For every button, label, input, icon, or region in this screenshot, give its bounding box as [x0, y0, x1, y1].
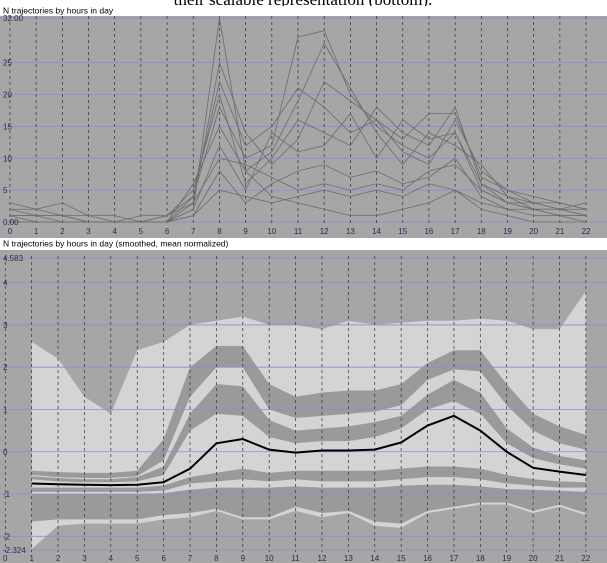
x-tick-label: 17 [449, 554, 458, 563]
x-tick-label: 21 [555, 227, 564, 236]
data-line [31, 414, 587, 487]
x-tick-label: 18 [477, 227, 486, 236]
y-tick-label: 1 [3, 405, 8, 414]
y-tick-label: 0 [3, 448, 8, 457]
x-tick-label: 8 [217, 227, 222, 236]
y-tick-label: 15 [3, 122, 12, 131]
x-tick-label: 14 [370, 554, 379, 563]
x-tick-label: 8 [214, 554, 219, 563]
data-line [9, 157, 587, 223]
band [31, 484, 586, 524]
x-tick-label: 16 [423, 554, 432, 563]
y-tick-label: 10 [3, 154, 12, 163]
caption: their scalable representation (bottom). [174, 0, 433, 9]
y-tick-label: 25 [3, 59, 12, 68]
y-tick-label: 3 [3, 321, 8, 330]
x-tick-label: 21 [555, 554, 564, 563]
x-tick-label: 1 [29, 554, 34, 563]
y-tick-label: 4 [3, 279, 8, 288]
x-tick-label: 7 [188, 554, 193, 563]
x-tick-label: 20 [529, 227, 538, 236]
x-tick-label: 16 [424, 227, 433, 236]
data-line [9, 42, 587, 223]
x-tick-label: 2 [56, 554, 61, 563]
header-strip [0, 6, 607, 16]
x-tick-label: 12 [320, 227, 329, 236]
x-tick-label: 9 [243, 227, 248, 236]
x-tick-label: 11 [294, 227, 303, 236]
x-tick-label: 19 [503, 227, 512, 236]
x-tick-label: 18 [476, 554, 485, 563]
y-tick-label: -2.324 [3, 546, 26, 555]
x-tick-label: 12 [318, 554, 327, 563]
x-tick-label: 13 [346, 227, 355, 236]
x-tick-label: 6 [165, 227, 170, 236]
x-tick-label: 5 [135, 554, 140, 563]
header-strip [0, 238, 607, 250]
x-tick-label: 6 [161, 554, 166, 563]
y-tick-label: 32.00 [3, 14, 24, 23]
x-tick-label: 4 [109, 554, 114, 563]
x-tick-label: 1 [34, 227, 39, 236]
chart-title: N trajectories by hours in day (smoothed… [3, 238, 229, 248]
x-tick-label: 0 [3, 554, 8, 563]
x-tick-label: 22 [581, 554, 590, 563]
y-tick-label: 2 [3, 363, 8, 372]
x-tick-label: 20 [529, 554, 538, 563]
y-tick-label: 5 [3, 186, 8, 195]
x-tick-label: 5 [139, 227, 144, 236]
x-tick-label: 9 [241, 554, 246, 563]
x-tick-label: 4 [112, 227, 117, 236]
y-tick-label: 0.00 [3, 218, 19, 227]
x-tick-label: 3 [86, 227, 91, 236]
data-line [9, 80, 587, 223]
x-tick-label: 0 [8, 227, 13, 236]
y-tick-label: 20 [3, 91, 12, 100]
band [31, 379, 586, 483]
y-tick-label: 4.583 [3, 254, 24, 263]
x-tick-label: 7 [191, 227, 196, 236]
x-tick-label: 13 [344, 554, 353, 563]
y-tick-label: -1 [3, 490, 11, 499]
y-tick-label: -2 [3, 532, 11, 541]
x-tick-label: 11 [291, 554, 300, 563]
band [31, 466, 586, 492]
x-tick-label: 17 [451, 227, 460, 236]
x-tick-label: 10 [265, 554, 274, 563]
x-tick-label: 22 [582, 227, 591, 236]
chart-title: N trajectories by hours in day [3, 5, 114, 15]
x-tick-label: 19 [502, 554, 511, 563]
x-tick-label: 2 [60, 227, 65, 236]
x-tick-label: 10 [267, 227, 276, 236]
x-tick-label: 3 [82, 554, 87, 563]
band [31, 346, 586, 478]
x-tick-label: 15 [397, 554, 406, 563]
x-tick-label: 14 [372, 227, 381, 236]
x-tick-label: 15 [398, 227, 407, 236]
